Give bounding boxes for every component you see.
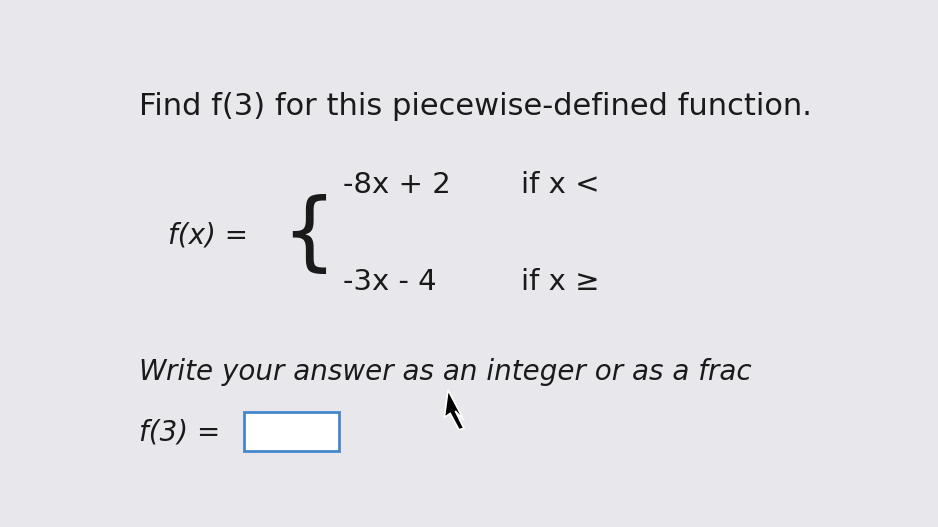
- Text: Find f(3) for this piecewise-defined function.: Find f(3) for this piecewise-defined fun…: [139, 92, 812, 121]
- Text: f(3) =: f(3) =: [139, 418, 220, 446]
- Text: Write your answer as an integer or as a frac: Write your answer as an integer or as a …: [139, 358, 751, 386]
- Polygon shape: [445, 390, 464, 430]
- Text: -8x + 2: -8x + 2: [342, 171, 450, 199]
- Text: f(x) =: f(x) =: [168, 222, 249, 250]
- Text: if x <: if x <: [521, 171, 599, 199]
- FancyBboxPatch shape: [245, 412, 339, 451]
- Text: {: {: [280, 194, 336, 277]
- Text: -3x - 4: -3x - 4: [342, 268, 436, 296]
- Text: if x ≥: if x ≥: [521, 268, 599, 296]
